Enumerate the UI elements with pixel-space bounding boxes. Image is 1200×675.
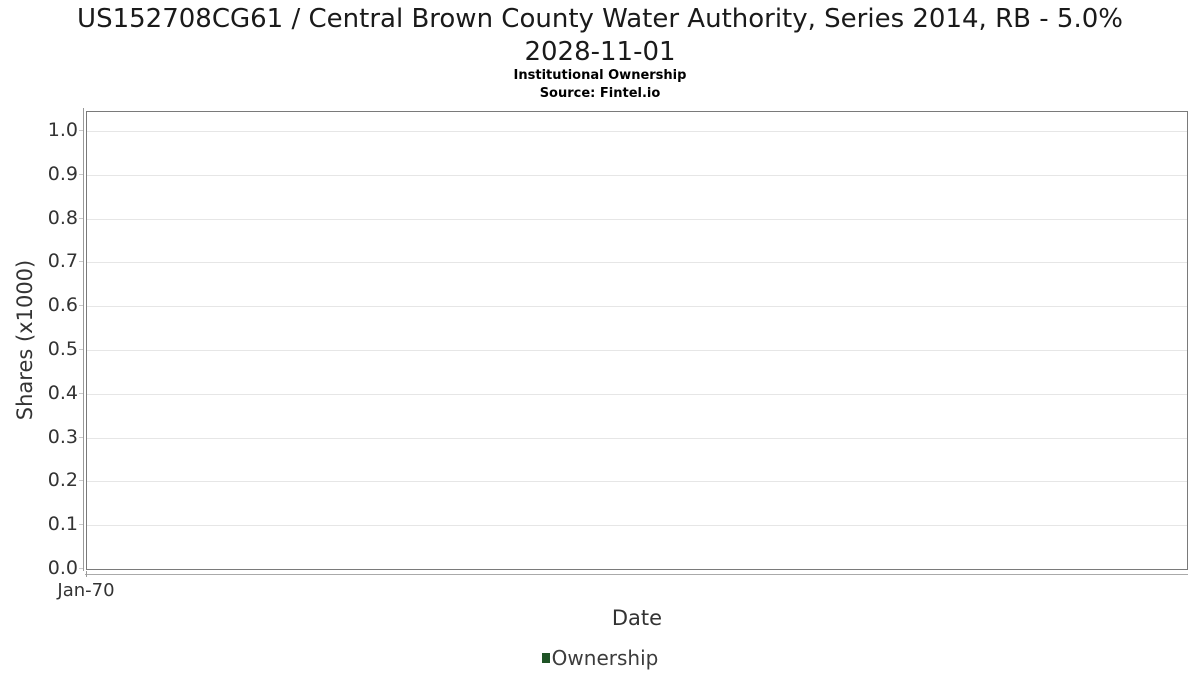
- y-axis-tick-label-0.8: 0.8: [47, 207, 78, 229]
- y-axis-tick-mark-0.0: [79, 568, 83, 569]
- chart-source: Source: Fintel.io: [539, 86, 661, 101]
- y-axis-tick-label-0.7: 0.7: [47, 250, 78, 272]
- gridline-y-0.2: [87, 481, 1187, 482]
- legend-series-label: Ownership: [551, 646, 659, 670]
- gridline-y-0.3: [87, 438, 1187, 439]
- y-axis-tick-labels: 0.0 0.1 0.2 0.3 0.4 0.5 0.6 0.7 0.8 0.9 1.0: [0, 111, 78, 579]
- plot-area: [86, 111, 1188, 570]
- chart-title-line-1: US152708CG61 / Central Brown County Wate…: [77, 4, 1123, 34]
- gridline-y-0.1: [87, 525, 1187, 526]
- y-axis-tick-label-0.5: 0.5: [47, 338, 78, 360]
- gridline-y-0.4: [87, 394, 1187, 395]
- y-axis-tick-label-1.0: 1.0: [47, 119, 78, 141]
- y-axis-tick-mark-1.0: [79, 130, 83, 131]
- legend: Ownership: [0, 646, 1200, 670]
- y-axis-tick-label-0.6: 0.6: [47, 294, 78, 316]
- gridline-y-0.7: [87, 262, 1187, 263]
- y-axis-tick-mark-0.2: [79, 480, 83, 481]
- y-axis-tick-label-0.0: 0.0: [47, 557, 78, 579]
- y-axis-tick-mark-0.5: [79, 349, 83, 350]
- y-axis-tick-label-0.2: 0.2: [47, 469, 78, 491]
- gridline-y-0.5: [87, 350, 1187, 351]
- x-axis-tick-label: Jan-70: [57, 580, 115, 601]
- x-axis-tick-mark: [86, 571, 87, 577]
- y-axis-tick-mark-0.4: [79, 393, 83, 394]
- chart-subtitle: Institutional Ownership: [513, 68, 687, 83]
- y-axis-tick-mark-0.1: [79, 524, 83, 525]
- y-axis-tick-label-0.4: 0.4: [47, 382, 78, 404]
- gridline-y-0.8: [87, 219, 1187, 220]
- y-axis-tick-mark-0.8: [79, 218, 83, 219]
- chart-title-line-2: 2028-11-01: [524, 37, 676, 67]
- y-axis-tick-mark-0.7: [79, 261, 83, 262]
- gridline-y-1.0: [87, 131, 1187, 132]
- y-axis-title: Shares (x1000): [13, 259, 37, 421]
- y-axis-tick-label-0.9: 0.9: [47, 163, 78, 185]
- y-axis-tick-mark-0.6: [79, 305, 83, 306]
- y-axis-tick-label-0.1: 0.1: [47, 513, 78, 535]
- x-axis-line: [85, 574, 1188, 575]
- legend-item-ownership[interactable]: Ownership: [541, 646, 659, 670]
- x-axis-title: Date: [611, 606, 663, 630]
- gridline-y-0.9: [87, 175, 1187, 176]
- legend-series-marker-icon: [541, 653, 550, 663]
- gridline-y-0.6: [87, 306, 1187, 307]
- y-axis-tick-label-0.3: 0.3: [47, 426, 78, 448]
- y-axis-line: [83, 108, 84, 571]
- y-axis-tick-mark-0.9: [79, 174, 83, 175]
- y-axis-tick-mark-0.3: [79, 437, 83, 438]
